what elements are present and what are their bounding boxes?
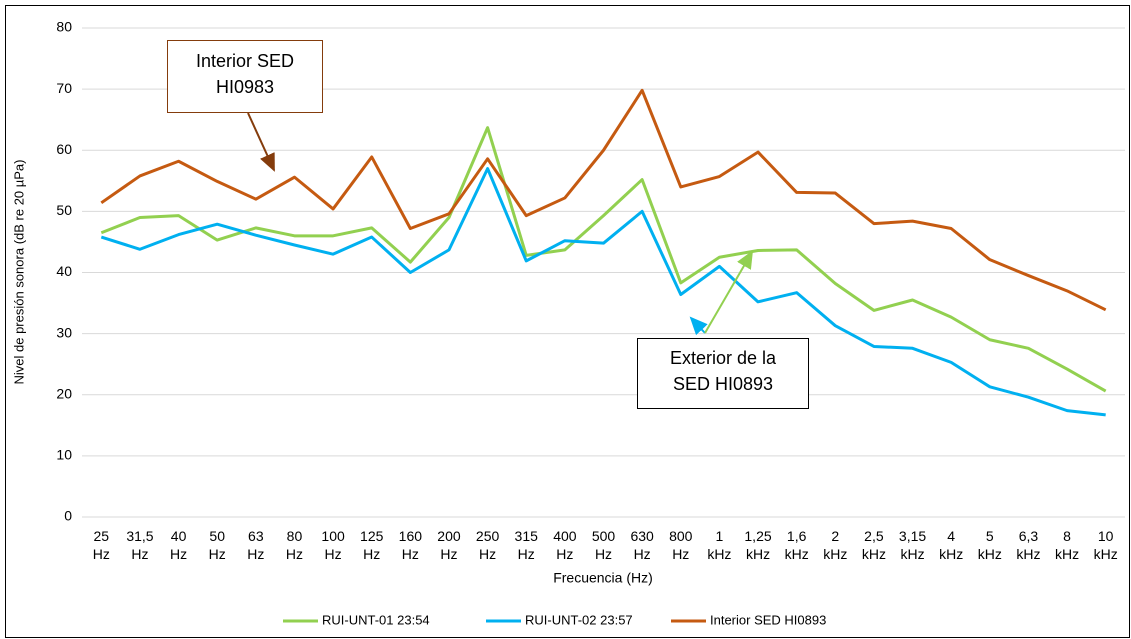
x-tick-label: 8 kHz bbox=[1055, 528, 1079, 562]
plot bbox=[100, 88, 1107, 417]
x-tick-label: 1 kHz bbox=[707, 528, 731, 562]
x-tick-label: 5 kHz bbox=[978, 528, 1002, 562]
line-series bbox=[100, 167, 1106, 417]
x-tick-label: 2 kHz bbox=[823, 528, 847, 562]
x-tick-label: 63 Hz bbox=[247, 528, 264, 562]
x-tick-label: 500 Hz bbox=[592, 528, 616, 562]
legend: RUI-UNT-01 23:54 RUI-UNT-02 23:57 Interior… bbox=[283, 612, 826, 627]
y-tick-label: 80 bbox=[56, 19, 72, 35]
annotation-1: Interior SED HI0983 bbox=[167, 40, 323, 172]
y-axis-label: Nivel de presión sonora (dB re 20 µPa) bbox=[11, 160, 26, 385]
y-tick-label: 70 bbox=[56, 80, 72, 96]
annotation-box bbox=[637, 338, 809, 409]
x-tick-label: 315 Hz bbox=[515, 528, 539, 562]
legend-label: RUI-UNT-02 23:57 bbox=[525, 612, 633, 627]
x-tick-label: 200 Hz bbox=[437, 528, 461, 562]
annotation-text: Interior SED bbox=[196, 51, 294, 71]
x-tick-label: 1,25 kHz bbox=[744, 528, 771, 562]
x-tick-label: 630 Hz bbox=[630, 528, 654, 562]
x-tick-label: 1,6 kHz bbox=[785, 528, 809, 562]
x-axis-label: Frecuencia (Hz) bbox=[553, 570, 653, 586]
annotation-text: Exterior de la bbox=[670, 348, 777, 368]
y-tick-label: 40 bbox=[56, 263, 72, 279]
x-tick-label: 2,5 kHz bbox=[862, 528, 886, 562]
annotation-2: Exterior de la SED HI0893 bbox=[637, 250, 809, 409]
x-tick-label: 800 Hz bbox=[669, 528, 693, 562]
x-tick-label: 4 kHz bbox=[939, 528, 963, 562]
x-tick-label: 160 Hz bbox=[399, 528, 423, 562]
annotation-text: HI0983 bbox=[216, 77, 274, 97]
grid bbox=[82, 27, 1125, 518]
x-tick-label: 125 Hz bbox=[360, 528, 384, 562]
x-tick-label: 25 Hz bbox=[93, 528, 110, 562]
line-series bbox=[100, 126, 1107, 393]
x-tick-label: 100 Hz bbox=[321, 528, 345, 562]
y-tick-label: 60 bbox=[56, 141, 72, 157]
y-tick-label: 0 bbox=[64, 508, 72, 524]
legend-label: Interior SED HI0893 bbox=[710, 612, 826, 627]
x-tick-label: 6,3 kHz bbox=[1016, 528, 1040, 562]
annotation-arrow bbox=[689, 316, 708, 336]
x-tick-label: 50 Hz bbox=[209, 528, 226, 562]
line-series bbox=[100, 88, 1107, 312]
x-tick-label: 10 kHz bbox=[1094, 528, 1118, 562]
legend-label: RUI-UNT-01 23:54 bbox=[322, 612, 430, 627]
annotation-box bbox=[167, 40, 323, 113]
x-tick-label: 3,15 kHz bbox=[899, 528, 926, 562]
x-tick-label: 31,5 Hz bbox=[126, 528, 153, 562]
y-tick-label: 10 bbox=[56, 447, 72, 463]
x-tick-label: 250 Hz bbox=[476, 528, 500, 562]
y-tick-label: 50 bbox=[56, 202, 72, 218]
annotation-arrow bbox=[704, 250, 754, 334]
x-tick-label: 40 Hz bbox=[170, 528, 187, 562]
x-tick-label: 80 Hz bbox=[286, 528, 303, 562]
y-tick-label: 20 bbox=[56, 385, 72, 401]
y-tick-label: 30 bbox=[56, 324, 72, 340]
annotation-arrow bbox=[247, 112, 275, 172]
annotation-text: SED HI0893 bbox=[673, 374, 773, 394]
x-tick-label: 400 Hz bbox=[553, 528, 577, 562]
